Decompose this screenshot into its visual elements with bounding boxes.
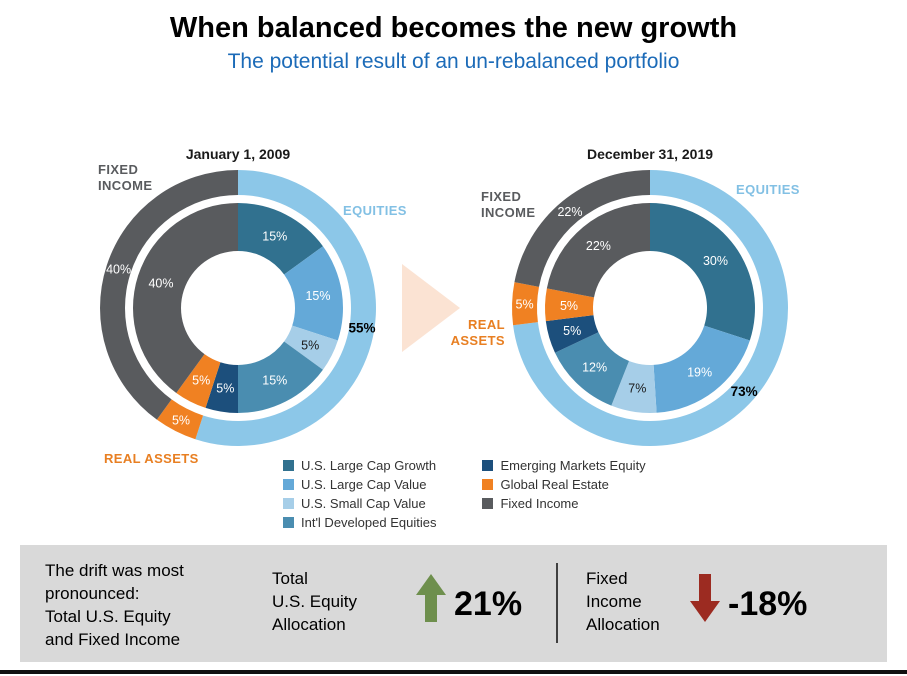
donut-segment-fixed-income [546,203,650,298]
donut-segment-value-global-real-estate: 5% [192,374,210,388]
stat-equity-value: 21% [454,585,523,623]
donut-segment-value-u-s-large-cap-growth: 15% [262,229,287,243]
legend-label: Emerging Markets Equity [500,458,646,473]
legend-item-u-s-large-cap-growth: U.S. Large Cap Growth [283,458,436,473]
chart-date-2009: January 1, 2009 [185,146,291,162]
donut-segment-value-fixed-income: 40% [148,277,173,291]
donut-segment-value-u-s-small-cap-value: 5% [301,338,319,352]
donut-segment-value-u-s-small-cap-value: 7% [628,382,646,396]
callout-fixed-income-left: FIXED INCOME [98,162,153,193]
stat-fixed-income-label: Fixed Income Allocation [586,569,660,634]
donut-segment-u-s-large-cap-value [284,246,344,341]
donut-segment-value-global-real-estate: 5% [560,299,578,313]
donut-segment-u-s-large-cap-growth [650,203,756,341]
legend-swatch [482,479,494,490]
donut-segment-value-fixed-income: 22% [557,205,582,219]
legend-swatch [283,460,294,471]
donut-chart-2009: 55% 5% 40% 15% 15% 5% 15% 5% 5% 40% [100,170,376,446]
stat-equity-label: Total U.S. Equity Allocation [272,569,358,634]
legend-label: Global Real Estate [500,477,609,492]
donut-segment-value-emerging-markets-equity: 5% [216,382,234,396]
legend-swatch [283,479,294,490]
donut-segment-emerging-markets-equity [205,362,238,413]
legend-item-u-s-large-cap-value: U.S. Large Cap Value [283,477,436,492]
legend: U.S. Large Cap Growth U.S. Large Cap Valu… [283,458,646,530]
donut-segment-u-s-large-cap-value [653,325,750,413]
legend-label: U.S. Large Cap Growth [301,458,437,473]
donut-segment-value-fixed-income: 22% [586,239,611,253]
donut-segment-value-equities: 55% [348,320,375,335]
callout-equities-right: EQUITIES [736,182,800,197]
legend-swatch [283,498,294,509]
legend-label: U.S. Small Cap Value [301,496,426,511]
donut-segment-value-emerging-markets-equity: 5% [563,324,581,338]
summary-band: The drift was most pronounced: Total U.S… [20,545,887,662]
callout-equities-left: EQUITIES [343,203,407,218]
donut-segment-value-int-l-developed-equities: 12% [582,361,607,375]
donut-segment-emerging-markets-equity [545,315,599,353]
down-arrow-shape [690,574,720,622]
donut-segment-real-assets [156,399,204,440]
legend-label: Int'l Developed Equities [301,515,437,530]
donut-segment-global-real-estate [545,288,595,322]
legend-item-u-s-small-cap-value: U.S. Small Cap Value [283,496,436,511]
page-subtitle: The potential result of an un-rebalanced… [227,50,680,73]
legend-swatch [283,517,294,528]
legend-item-fixed-income: Fixed Income [482,496,645,511]
donut-segment-value-int-l-developed-equities: 15% [262,374,287,388]
donut-segment-u-s-large-cap-growth [238,203,323,275]
legend-column: Emerging Markets Equity Global Real Estat… [482,458,646,530]
legend-item-global-real-estate: Global Real Estate [482,477,645,492]
donut-segment-value-equities: 73% [731,384,758,399]
donut-segment-value-u-s-large-cap-value: 15% [305,289,330,303]
legend-swatch [482,498,494,509]
stat-divider [556,563,558,643]
donut-segment-u-s-small-cap-value [611,361,657,413]
legend-item-int-l-developed-equities: Int'l Developed Equities [283,515,436,530]
up-arrow-shape [416,574,446,622]
up-arrow-icon [416,574,446,622]
callout-real-assets-right: REAL ASSETS [450,317,505,348]
donut-segment-value-u-s-large-cap-growth: 30% [703,254,728,268]
legend-label: U.S. Large Cap Value [301,477,427,492]
donut-segment-value-fixed-income: 40% [106,263,131,277]
transition-arrow-icon [402,264,460,352]
donut-segment-fixed-income [100,170,238,420]
donut-chart-2019: 73% 5% 22% 30% 19% 7% 12% 5% 5% 22% [511,170,789,446]
legend-item-emerging-markets-equity: Emerging Markets Equity [482,458,646,473]
donut-segment-int-l-developed-equities [554,332,630,406]
legend-column: U.S. Large Cap Growth U.S. Large Cap Valu… [283,458,436,530]
donut-segment-fixed-income [132,203,238,393]
chart-date-2019: December 31, 2019 [586,146,714,162]
donut-segment-real-assets [511,282,539,326]
transition-arrow-shape [402,264,460,352]
donut-segment-value-real-assets: 5% [516,298,534,312]
legend-swatch [482,460,494,471]
donut-segment-u-s-small-cap-value [284,325,338,370]
donut-segment-equities [195,170,376,446]
footer-rule [0,670,907,674]
donut-segment-value-u-s-large-cap-value: 19% [687,366,712,380]
callout-real-assets-left: REAL ASSETS [104,451,199,466]
donut-segment-fixed-income [514,170,650,287]
legend-label: Fixed Income [500,496,579,511]
drift-note: The drift was most pronounced: Total U.S… [45,561,184,649]
donut-segment-value-real-assets: 5% [172,413,190,427]
page-title: When balanced becomes the new growth [169,12,738,44]
stat-fixed-income-value: -18% [728,585,808,623]
donut-segment-global-real-estate [176,354,221,408]
callout-fixed-income-right: FIXED INCOME [481,189,536,220]
down-arrow-icon [690,574,720,622]
donut-segment-int-l-developed-equities [238,341,323,413]
